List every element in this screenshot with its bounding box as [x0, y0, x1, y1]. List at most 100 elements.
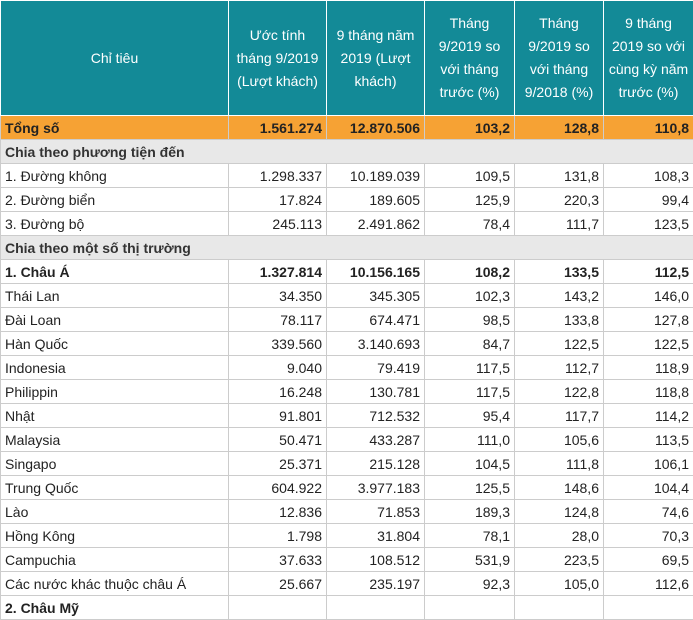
table-cell: 111,7: [515, 212, 604, 236]
table-cell: 3. Đường bộ: [1, 212, 229, 236]
table-cell: Hồng Kông: [1, 524, 229, 548]
table-cell: 99,4: [604, 188, 693, 212]
table-cell: 104,4: [604, 476, 693, 500]
table-cell: 31.804: [327, 524, 425, 548]
table-cell: 12.836: [229, 500, 327, 524]
table-cell: Nhật: [1, 404, 229, 428]
table-cell: 1.561.274: [229, 116, 327, 140]
table-cell: 235.197: [327, 572, 425, 596]
table-cell: 92,3: [425, 572, 515, 596]
header-cell: 9 tháng năm 2019 (Lượt khách): [327, 1, 425, 116]
table-cell: 223,5: [515, 548, 604, 572]
table-cell: 3.977.183: [327, 476, 425, 500]
table-cell: 1.298.337: [229, 164, 327, 188]
header-cell: 9 tháng 2019 so với cùng kỳ năm trước (%…: [604, 1, 693, 116]
table-cell: Singapo: [1, 452, 229, 476]
table-cell: 113,5: [604, 428, 693, 452]
table-cell: 50.471: [229, 428, 327, 452]
table-cell: [515, 596, 604, 620]
table-cell: 9.040: [229, 356, 327, 380]
table-cell: [327, 596, 425, 620]
table-cell: 10.189.039: [327, 164, 425, 188]
table-cell: 128,8: [515, 116, 604, 140]
table-cell: 108,3: [604, 164, 693, 188]
table-cell: Campuchia: [1, 548, 229, 572]
table-cell: 37.633: [229, 548, 327, 572]
table-cell: 433.287: [327, 428, 425, 452]
table-cell: 220,3: [515, 188, 604, 212]
table-cell: 102,3: [425, 284, 515, 308]
table-cell: 122,5: [604, 332, 693, 356]
table-cell: 70,3: [604, 524, 693, 548]
table-cell: Các nước khác thuộc châu Á: [1, 572, 229, 596]
table-cell: Hàn Quốc: [1, 332, 229, 356]
table-cell: 123,5: [604, 212, 693, 236]
table-cell: 189.605: [327, 188, 425, 212]
table-cell: 125,5: [425, 476, 515, 500]
table-cell: 105,0: [515, 572, 604, 596]
table-cell: 17.824: [229, 188, 327, 212]
table-cell: 125,9: [425, 188, 515, 212]
table-cell: Trung Quốc: [1, 476, 229, 500]
table-cell: 118,9: [604, 356, 693, 380]
table-cell: 127,8: [604, 308, 693, 332]
table-cell: 91.801: [229, 404, 327, 428]
header-cell: Chỉ tiêu: [1, 1, 229, 116]
table-cell: 78.117: [229, 308, 327, 332]
table-cell: 110,8: [604, 116, 693, 140]
table-cell: 111,0: [425, 428, 515, 452]
table-cell: Thái Lan: [1, 284, 229, 308]
table-cell: 1. Đường không: [1, 164, 229, 188]
table-cell: 103,2: [425, 116, 515, 140]
table-cell: 117,5: [425, 380, 515, 404]
table-cell: 74,6: [604, 500, 693, 524]
table-cell: 148,6: [515, 476, 604, 500]
table-cell: 2.491.862: [327, 212, 425, 236]
table-cell: 34.350: [229, 284, 327, 308]
table-cell: 105,6: [515, 428, 604, 452]
table-cell: [425, 596, 515, 620]
table-cell: 133,8: [515, 308, 604, 332]
table-cell: 3.140.693: [327, 332, 425, 356]
table-cell: 79.419: [327, 356, 425, 380]
table-cell: 245.113: [229, 212, 327, 236]
table-row: 2. Châu Mỹ: [1, 596, 693, 620]
table-cell: 112,5: [604, 260, 693, 284]
table-cell: 108,2: [425, 260, 515, 284]
table-cell: 146,0: [604, 284, 693, 308]
table-cell: 339.560: [229, 332, 327, 356]
table-cell: 118,8: [604, 380, 693, 404]
table-row: Chia theo phương tiện đến: [1, 140, 693, 164]
table-cell: 111,8: [515, 452, 604, 476]
table-cell: 106,1: [604, 452, 693, 476]
table-cell: 25.371: [229, 452, 327, 476]
table-cell: 122,5: [515, 332, 604, 356]
table-cell: 712.532: [327, 404, 425, 428]
table-cell: 1. Châu Á: [1, 260, 229, 284]
table-cell: 71.853: [327, 500, 425, 524]
table-cell: 69,5: [604, 548, 693, 572]
header-cell: Tháng 9/2019 so với tháng trước (%): [425, 1, 515, 116]
table-cell: 112,6: [604, 572, 693, 596]
table-cell: 10.156.165: [327, 260, 425, 284]
table-cell: 130.781: [327, 380, 425, 404]
table-cell: 108.512: [327, 548, 425, 572]
table-cell: 28,0: [515, 524, 604, 548]
table-cell: 25.667: [229, 572, 327, 596]
section-cell: Chia theo một số thị trường: [1, 236, 693, 260]
